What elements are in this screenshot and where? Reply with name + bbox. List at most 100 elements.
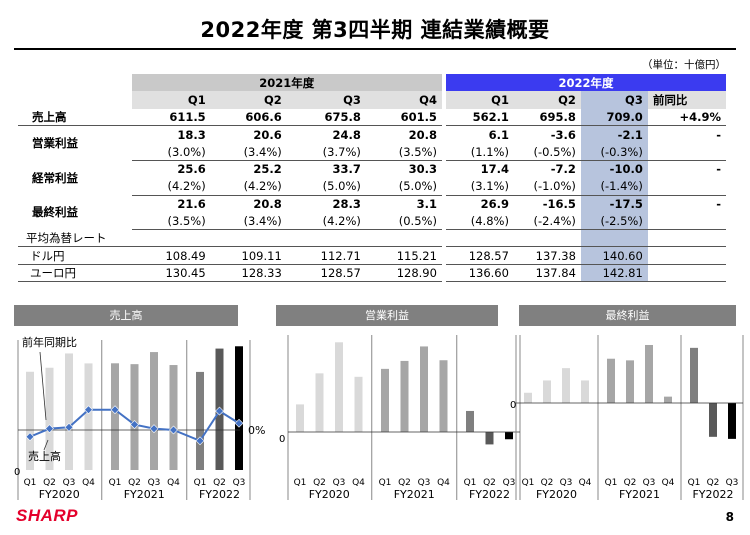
x-tick-label: Q2 xyxy=(541,478,554,488)
x-tick-label: Q4 xyxy=(352,478,365,488)
table-cell: -10.0 xyxy=(580,160,648,178)
table-cell: -17.5 xyxy=(580,195,648,213)
x-tick-label: Q1 xyxy=(605,478,618,488)
table-cell: (3.0%) xyxy=(131,143,211,161)
fy2021-header: 2021年度 xyxy=(131,74,442,92)
chart-bar xyxy=(26,371,34,470)
chart-bar xyxy=(381,368,389,432)
axis-zero-label: 0 xyxy=(510,400,516,411)
x-tick-label: Q1 xyxy=(109,478,122,488)
table-cell: 108.49 xyxy=(131,246,211,265)
chart-bar xyxy=(196,371,204,470)
chart-bar xyxy=(111,363,119,470)
x-tick-label: Q4 xyxy=(167,478,180,488)
chart-bar xyxy=(607,358,615,403)
yoy-marker xyxy=(169,425,178,435)
table-row-net-profit: 最終利益 21.6 20.8 28.3 3.1 26.9 -16.5 -17.5… xyxy=(18,195,726,219)
yoy-cell: - xyxy=(716,127,721,142)
chart-bar xyxy=(400,360,409,432)
financial-summary-table: 2021年度 2022年度 Q1 Q2 Q3 Q4 Q1 Q2 Q3 前同比 売… xyxy=(18,74,726,283)
fiscal-year-label: FY2020 xyxy=(309,488,350,501)
chart-bar xyxy=(562,368,570,403)
table-row-eur-jpy: ユーロ円 130.45 128.33 128.57 128.90 136.60 … xyxy=(18,264,726,283)
page-title: 2022年度 第3四半期 連結業績概要 xyxy=(200,18,550,42)
table-cell: 6.1 xyxy=(488,127,509,142)
quarter-header: Q4 xyxy=(365,91,442,109)
table-cell: (-2.4%) xyxy=(513,212,581,231)
legend-leader xyxy=(39,351,47,421)
quarter-header: Q2 xyxy=(513,91,581,109)
chart-bar xyxy=(84,363,93,470)
table-cell: (-2.5%) xyxy=(580,212,648,231)
chart-bar xyxy=(130,364,139,470)
legend-leader xyxy=(43,439,49,451)
row-label: 経常利益 xyxy=(32,170,78,185)
table-row-operating-profit: 営業利益 18.3 20.6 24.8 20.8 6.1 -3.6 -2.1 - xyxy=(18,125,726,150)
x-tick-label: Q1 xyxy=(464,478,477,488)
sales-legend-label: 売上高 xyxy=(28,449,61,463)
x-tick-label: Q2 xyxy=(213,478,226,488)
table-cell: 130.45 xyxy=(131,264,211,283)
chart-bar xyxy=(65,353,73,470)
fiscal-year-header-row: 2021年度 2022年度 xyxy=(18,74,726,92)
chart-bar xyxy=(354,376,363,432)
table-cell: -7.2 xyxy=(550,162,576,177)
table-cell: (3.4%) xyxy=(210,212,287,231)
table-cell: 136.60 xyxy=(446,264,514,283)
fy2022-header: 2022年度 xyxy=(446,74,726,92)
chart-bar xyxy=(626,360,634,403)
table-cell: 128.33 xyxy=(210,264,287,283)
quarter-header: Q1 xyxy=(131,91,211,109)
chart-bar xyxy=(664,396,672,403)
unit-label: （単位：十億円） xyxy=(642,59,726,71)
axis-zero-label: 0 xyxy=(279,434,285,445)
x-tick-label: Q1 xyxy=(522,478,535,488)
panel-title-net-profit: 最終利益 xyxy=(519,305,736,326)
table-cell: (4.2%) xyxy=(210,177,287,196)
chart-bar xyxy=(709,403,717,437)
x-tick-label: Q3 xyxy=(333,478,346,488)
yoy-marker xyxy=(195,436,205,446)
table-cell: 128.90 xyxy=(365,264,442,283)
quarter-header-row: Q1 Q2 Q3 Q4 Q1 Q2 Q3 前同比 xyxy=(18,91,726,109)
x-tick-label: Q3 xyxy=(148,478,161,488)
x-tick-label: Q2 xyxy=(483,478,496,488)
table-cell: 695.8 xyxy=(513,108,581,127)
table-cell: 30.3 xyxy=(408,162,437,177)
fiscal-year-label: FY2020 xyxy=(536,488,577,501)
x-tick-label: Q3 xyxy=(560,478,573,488)
x-tick-label: Q3 xyxy=(233,478,246,488)
chart-bar xyxy=(235,346,243,470)
table-cell: (3.7%) xyxy=(286,143,366,161)
x-tick-label: Q1 xyxy=(194,478,207,488)
x-tick-label: Q2 xyxy=(43,478,56,488)
table-cell: 21.6 xyxy=(177,196,206,211)
fiscal-year-label: FY2021 xyxy=(124,488,165,501)
table-cell: (5.0%) xyxy=(365,177,442,196)
table-cell: 606.6 xyxy=(210,108,287,127)
table-cell: 142.81 xyxy=(580,264,648,283)
table-cell: (-1.4%) xyxy=(580,177,648,196)
table-cell: -16.5 xyxy=(542,196,576,211)
chart-bar xyxy=(439,360,448,432)
chart-bar xyxy=(45,367,54,470)
row-label: 売上高 xyxy=(18,108,132,127)
table-cell: 128.57 xyxy=(446,246,514,265)
chart-bar xyxy=(690,347,698,403)
table-cell: 128.57 xyxy=(286,264,366,283)
table-cell: 20.8 xyxy=(253,196,282,211)
table-cell: 20.6 xyxy=(253,127,282,142)
quarter-header: Q2 xyxy=(210,91,287,109)
chart-bar xyxy=(581,380,589,403)
chart-bar xyxy=(524,392,532,403)
table-cell: 115.21 xyxy=(365,246,442,265)
table-cell: 18.3 xyxy=(177,127,206,142)
yoy-cell: - xyxy=(716,162,721,177)
table-cell: -2.1 xyxy=(580,125,648,144)
table-cell: 33.7 xyxy=(332,162,361,177)
chart-bar xyxy=(315,373,324,432)
x-tick-label: Q2 xyxy=(707,478,720,488)
table-cell: 140.60 xyxy=(580,246,648,265)
